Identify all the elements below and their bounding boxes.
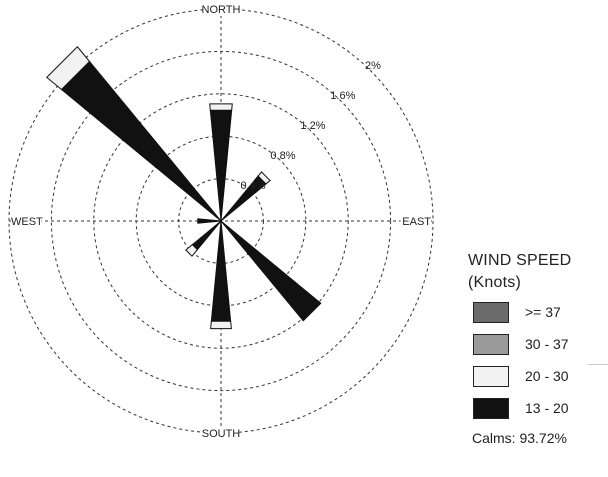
wind-petals — [46, 46, 322, 330]
ring-label: 0.4% — [240, 180, 265, 192]
legend-swatch — [473, 397, 509, 419]
legend-label: >= 37 — [525, 304, 561, 320]
legend-swatch — [473, 365, 509, 387]
legend-item: 13 - 20 — [468, 394, 608, 422]
compass-label-bg — [400, 215, 431, 228]
legend-item: 20 - 30 — [468, 362, 608, 390]
legend-item: 30 - 37 — [468, 330, 608, 358]
legend-label: 13 - 20 — [525, 400, 569, 416]
petal-nw-13-20 — [60, 60, 222, 222]
petal-n-20-30 — [209, 103, 233, 111]
legend-item: >= 37 — [468, 298, 608, 326]
petal-w-13-20 — [197, 218, 222, 224]
compass-labels: NORTH SOUTH EAST WEST — [11, 3, 431, 440]
wind-speed-legend: WIND SPEED (Knots) >= 37 30 - 37 20 - 30… — [468, 250, 608, 446]
petal-sw-13-20 — [191, 220, 222, 251]
range-ring — [93, 93, 349, 349]
legend-swatch — [473, 333, 509, 355]
compass-label-west: WEST — [11, 216, 43, 228]
compass-label-bg — [202, 427, 240, 440]
legend-title: WIND SPEED — [468, 252, 572, 269]
ring-label: 0.8% — [270, 150, 295, 162]
compass-label-east: EAST — [402, 216, 431, 228]
compass-label-north: NORTH — [202, 4, 241, 16]
legend-units: (Knots) — [468, 274, 521, 291]
divider — [588, 364, 608, 365]
ring-label: 2% — [365, 60, 381, 72]
petal-sw-20-30 — [185, 243, 199, 257]
ring-label: 1.6% — [330, 90, 355, 102]
ring-label: 1.2% — [300, 120, 325, 132]
petal-s-13-20 — [210, 220, 232, 322]
petal-se-13-20 — [220, 220, 322, 322]
calms-percentage: Calms: 93.72% — [472, 430, 567, 446]
legend-label: 20 - 30 — [525, 368, 569, 384]
petal-s-20-30 — [210, 320, 232, 330]
compass-label-south: SOUTH — [202, 428, 241, 440]
compass-label-bg — [202, 3, 240, 16]
petal-ne-20-30 — [257, 171, 271, 185]
compass-label-bg — [11, 215, 42, 228]
ring-labels: 0.4% 0.8% 1.2% 1.6% 2% — [240, 60, 381, 192]
petal-nw-20-30 — [46, 46, 91, 91]
legend-swatch — [473, 301, 509, 323]
wind-rose-chart: 0.4% 0.8% 1.2% 1.6% 2% NORTH SOUTH EAST WEST — [8, 3, 434, 440]
petal-n-13-20 — [209, 109, 233, 222]
legend-label: 30 - 37 — [525, 336, 569, 352]
